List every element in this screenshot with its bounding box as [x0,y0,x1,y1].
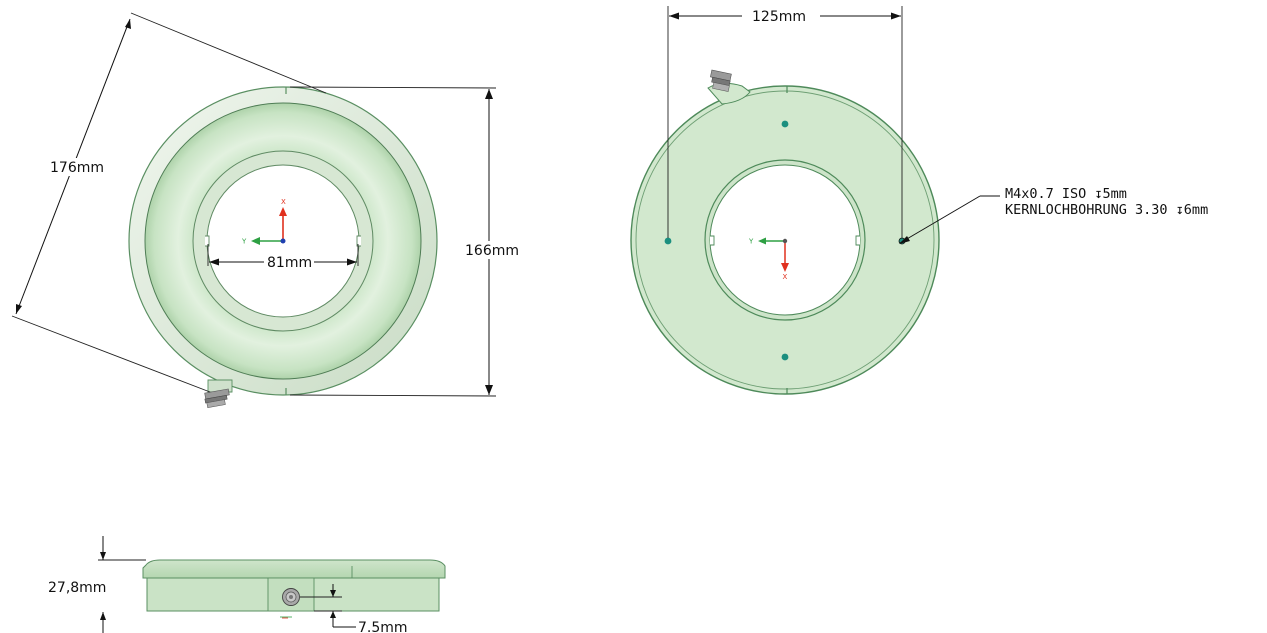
back-outer-rim [635,90,935,390]
back-axis-x-label: X [783,273,788,281]
back-bore-notch-left [710,235,715,246]
back-bore-notch-right [855,235,860,246]
front-bore-notch-right [356,235,361,247]
side-thickness-dimension: 27,8mm [48,536,146,633]
back-spacing-dimension: 125mm [667,6,903,238]
front-height-dimension: 166mm [289,86,519,397]
back-hole-bottom [781,353,789,361]
side-connector-dimension: 7.5mm [300,584,408,633]
side-view: 27,8mm 7.5mm [48,536,446,633]
side-connector-dim-text: 7.5mm [358,620,408,633]
thread-note-line1: M4x0.7 ISO ↧5mm [1005,186,1127,202]
back-hole-left [664,237,672,245]
front-axis-x-label: X [281,198,286,206]
back-axis-triad: X Y [748,237,789,281]
side-thickness-dim-text: 27,8mm [48,580,106,596]
front-diagonal-dimension: 176mm [11,12,327,393]
front-inner-dimension: 81mm [207,244,359,271]
thread-note-line2: KERNLOCHBOHRUNG 3.30 ↧6mm [1005,202,1208,218]
front-view: X Y 176mm 166mm [11,12,519,408]
back-view: X Y 125mm M4x0.7 ISO ↧5mm KERNLOCHBOHRUN… [630,6,1208,395]
back-hole-top [781,120,789,128]
front-diagonal-dim-text: 176mm [50,160,104,176]
back-thread-note: M4x0.7 ISO ↧5mm KERNLOCHBOHRUNG 3.30 ↧6m… [899,186,1208,244]
front-axis-y-label: Y [241,238,247,246]
front-height-dim-text: 166mm [465,243,519,259]
back-axis-y-label: Y [748,238,754,246]
front-inner-dim-text: 81mm [267,255,312,271]
side-top-flange [142,559,446,579]
front-bore-notch-left [205,235,210,247]
front-axis-triad: X Y [241,198,287,246]
back-connector [707,69,751,105]
side-connector [282,588,300,606]
back-spacing-dim-text: 125mm [752,9,806,25]
front-connector [204,379,233,408]
